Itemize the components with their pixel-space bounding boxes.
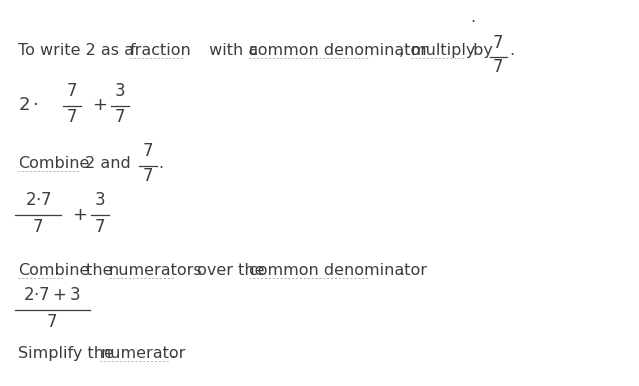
Text: numerators: numerators xyxy=(109,263,203,278)
Text: 3: 3 xyxy=(114,82,125,100)
Text: with a: with a xyxy=(204,43,263,58)
Text: 7: 7 xyxy=(115,108,125,126)
Text: To write 2 as a: To write 2 as a xyxy=(18,43,139,58)
Text: .: . xyxy=(170,346,175,361)
Text: ,: , xyxy=(399,43,409,58)
Text: numerator: numerator xyxy=(100,346,185,361)
Text: common denominator: common denominator xyxy=(249,43,427,58)
Text: .: . xyxy=(509,43,514,58)
Text: Combine: Combine xyxy=(18,263,89,278)
Text: 7: 7 xyxy=(66,108,77,126)
Text: Simplify the: Simplify the xyxy=(18,346,119,361)
Text: Combine: Combine xyxy=(18,156,89,171)
Text: +: + xyxy=(92,96,107,114)
Text: $2{\cdot}7+3$: $2{\cdot}7+3$ xyxy=(23,286,81,304)
Text: multiply: multiply xyxy=(411,43,477,58)
Text: 7: 7 xyxy=(493,34,504,52)
Text: 7: 7 xyxy=(47,313,58,331)
Text: .: . xyxy=(158,156,163,171)
Text: 7: 7 xyxy=(142,167,153,185)
Text: the: the xyxy=(81,263,118,278)
Text: 3: 3 xyxy=(95,191,105,209)
Text: over the: over the xyxy=(192,263,270,278)
Text: by: by xyxy=(468,43,493,58)
Text: 7: 7 xyxy=(66,82,77,100)
Text: common denominator: common denominator xyxy=(249,263,427,278)
Text: 2 and: 2 and xyxy=(80,156,136,171)
Text: 7: 7 xyxy=(142,142,153,160)
Text: +: + xyxy=(72,206,87,224)
Text: $2\cdot$: $2\cdot$ xyxy=(18,96,39,114)
Text: $2{\cdot}7$: $2{\cdot}7$ xyxy=(24,191,52,209)
Text: 7: 7 xyxy=(493,58,504,76)
Text: .: . xyxy=(470,10,475,25)
Text: 7: 7 xyxy=(95,218,105,236)
Text: .: . xyxy=(399,263,404,278)
Text: fraction: fraction xyxy=(130,43,192,58)
Text: 7: 7 xyxy=(33,218,43,236)
